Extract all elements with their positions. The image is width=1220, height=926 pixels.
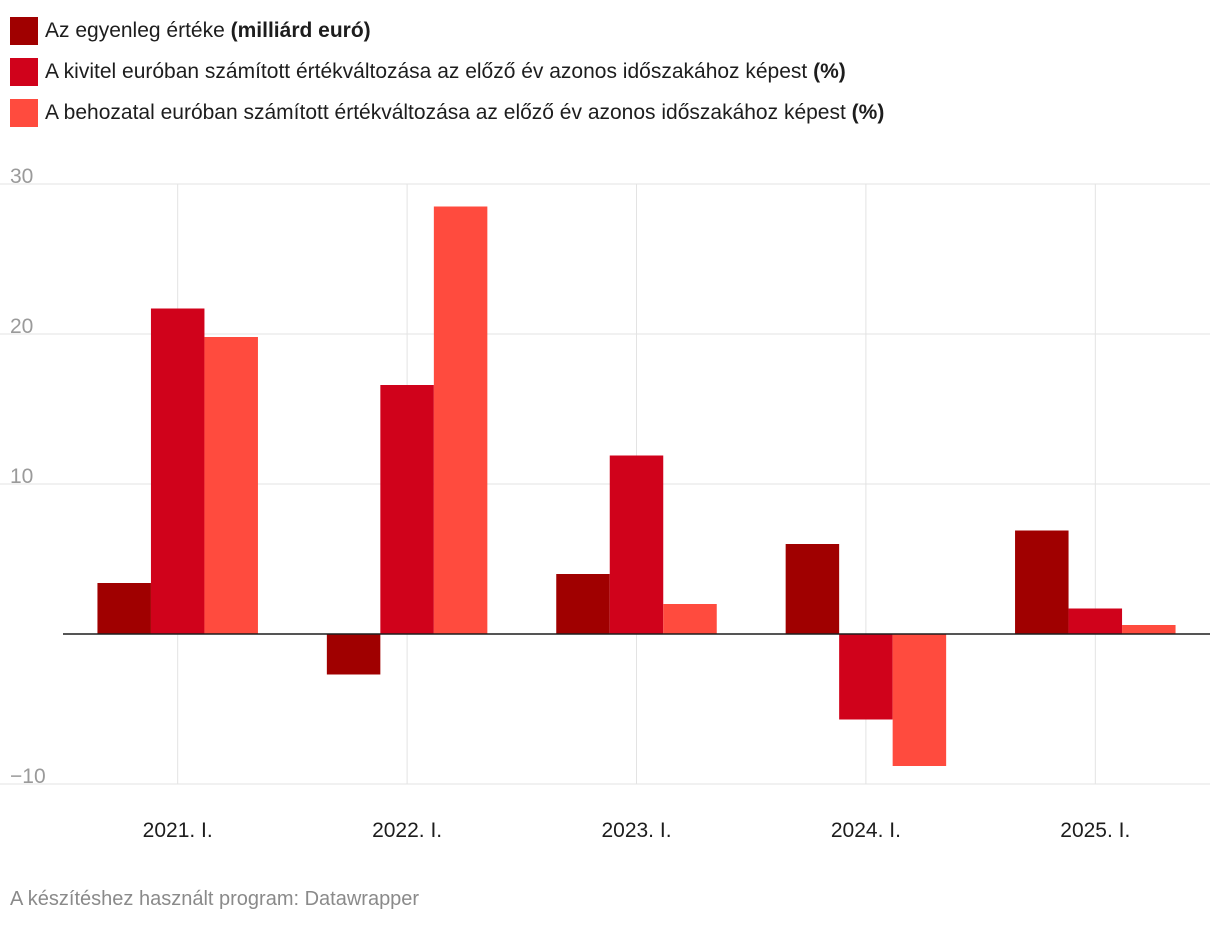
legend-item-export: A kivitel euróban számított értékváltozá… bbox=[10, 51, 884, 92]
bar-series2 bbox=[1068, 608, 1123, 634]
bar-series2 bbox=[150, 308, 205, 634]
bar-series3 bbox=[204, 337, 258, 634]
bar-series3 bbox=[663, 604, 717, 634]
bar-series3 bbox=[892, 634, 947, 766]
y-tick-label: −10 bbox=[10, 765, 46, 788]
legend: Az egyenleg értéke (milliárd euró) A kiv… bbox=[10, 10, 884, 133]
x-category-label: 2023. I. bbox=[601, 819, 671, 842]
bar-series2 bbox=[380, 385, 434, 634]
bar-series1 bbox=[326, 634, 381, 675]
legend-label-balance: Az egyenleg értéke (milliárd euró) bbox=[45, 18, 371, 42]
legend-swatch-import bbox=[10, 98, 38, 127]
y-tick-label: 20 bbox=[10, 315, 33, 338]
bar-series1 bbox=[97, 583, 151, 634]
bar-series1 bbox=[556, 574, 610, 634]
bar-series3 bbox=[433, 206, 488, 634]
x-category-label: 2025. I. bbox=[1060, 819, 1130, 842]
legend-swatch-balance bbox=[10, 16, 38, 45]
x-category-label: 2022. I. bbox=[372, 819, 442, 842]
bar-series2 bbox=[609, 455, 664, 634]
legend-item-import: A behozatal euróban számított értékválto… bbox=[10, 92, 884, 133]
bar-series3 bbox=[1122, 625, 1176, 634]
chart-credit: A készítéshez használt program: Datawrap… bbox=[10, 888, 420, 910]
y-tick-label: 30 bbox=[10, 165, 33, 188]
legend-label-export: A kivitel euróban számított értékváltozá… bbox=[45, 59, 846, 83]
x-category-label: 2021. I. bbox=[143, 819, 213, 842]
legend-label-import: A behozatal euróban számított értékválto… bbox=[45, 100, 885, 124]
bar-series1 bbox=[1015, 530, 1069, 634]
legend-swatch-export bbox=[10, 57, 38, 86]
bar-series2 bbox=[839, 634, 893, 720]
y-tick-label: 10 bbox=[10, 465, 33, 488]
bar-series1 bbox=[785, 544, 840, 634]
x-category-label: 2024. I. bbox=[831, 819, 901, 842]
legend-item-balance: Az egyenleg értéke (milliárd euró) bbox=[10, 10, 884, 51]
